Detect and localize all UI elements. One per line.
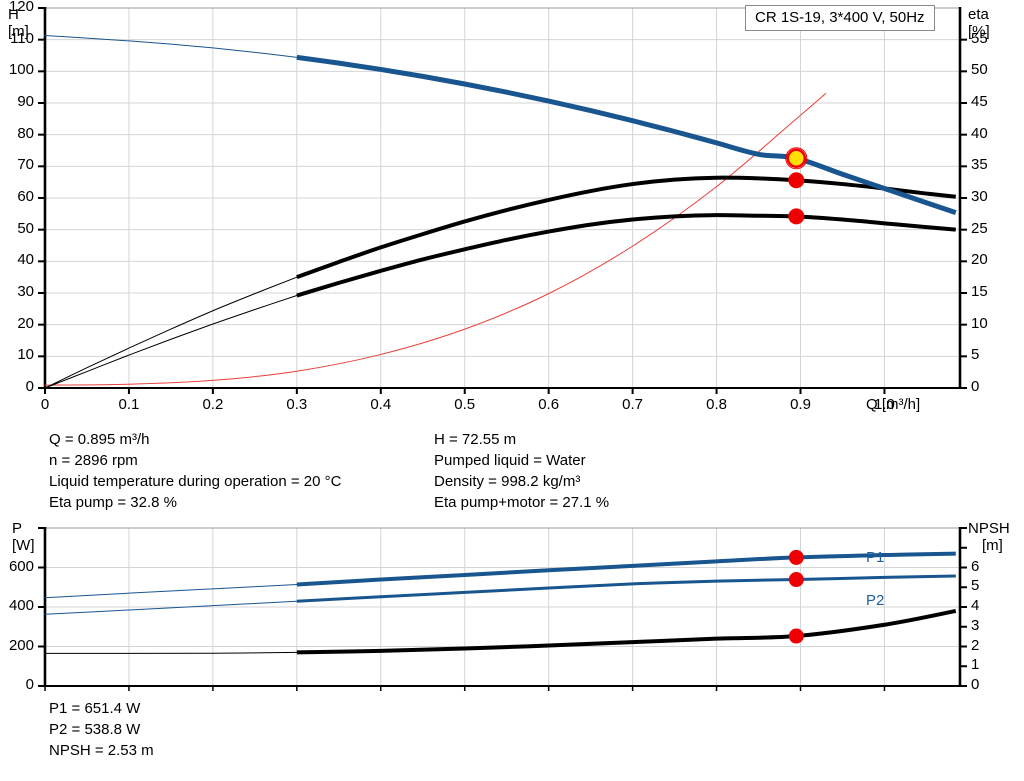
info-npsh: NPSH = 2.53 m (49, 742, 154, 759)
info-head: H = 72.55 m (434, 431, 517, 448)
main-left-axis-unit: [m] (8, 23, 29, 40)
main-right-axis-symbol: eta (968, 6, 989, 23)
lower-right-axis-symbol: NPSH (968, 520, 1010, 537)
lower-y-left-tick-0: 0 (25, 676, 34, 693)
info-p1: P1 = 651.4 W (49, 700, 141, 717)
lower-y-right-tick-4: 4 (971, 597, 980, 614)
lower-left-axis-symbol: P (12, 520, 23, 537)
main-y-left-tick-10: 10 (17, 346, 34, 364)
duty-point-marker-npsh (788, 628, 804, 644)
main-x-tick-5: 0.5 (454, 396, 476, 413)
main-y-right-tick-55: 55 (971, 29, 988, 47)
main-y-right-tick-0: 0 (971, 378, 980, 395)
main-x-tick-3: 0.3 (286, 396, 308, 413)
power-info-block: P1 = 651.4 W P2 = 538.8 W NPSH = 2.53 m (49, 698, 154, 761)
main-y-right-tick-50: 50 (971, 61, 988, 79)
lower-left-axis-unit: [W] (12, 537, 35, 554)
lower-chart-right-axis-title: NPSH [m] (968, 520, 1010, 554)
info-speed: n = 2896 rpm (49, 452, 138, 469)
main-x-tick-8: 0.8 (706, 396, 727, 413)
main-x-tick-9: 0.9 (790, 396, 811, 413)
main-chart-right-axis-title: eta [%] (968, 6, 990, 40)
duty-point-marker-p1 (788, 549, 804, 565)
info-eta-pump: Eta pump = 32.8 % (49, 494, 177, 511)
info-pumped-liquid: Pumped liquid = Water (434, 452, 586, 469)
lower-y-right-tick-6: 6 (971, 557, 980, 575)
lower-y-left-tick-400: 400 (8, 597, 34, 614)
duty-point-info-left: Q = 0.895 m³/h n = 2896 rpm Liquid tempe… (49, 429, 341, 513)
main-y-right-tick-45: 45 (971, 93, 988, 110)
main-y-right-tick-30: 30 (971, 188, 988, 205)
curve-label-p1: P1 (866, 549, 885, 566)
lower-y-right-tick-2: 2 (971, 636, 980, 654)
main-x-tick-4: 0.4 (370, 396, 392, 413)
main-y-right-tick-40: 40 (971, 124, 988, 142)
main-x-tick-7: 0.7 (622, 396, 644, 413)
lower-y-right-tick-3: 3 (971, 616, 980, 634)
main-y-left-tick-50: 50 (17, 219, 34, 237)
main-y-left-tick-20: 20 (17, 314, 34, 332)
info-density: Density = 998.2 kg/m³ (434, 473, 581, 490)
main-y-right-tick-35: 35 (971, 156, 988, 174)
main-x-tick-1: 0.1 (118, 396, 140, 413)
main-y-right-tick-15: 15 (971, 283, 988, 300)
lower-y-left-tick-200: 200 (8, 636, 34, 654)
duty-point-marker-p2 (788, 572, 804, 588)
lower-y-right-tick-0: 0 (971, 676, 980, 693)
main-x-tick-6: 0.6 (538, 396, 560, 413)
main-right-axis-unit: [%] (968, 23, 990, 40)
main-x-tick-10: 1.0 (874, 396, 895, 413)
info-flow: Q = 0.895 m³/h (49, 431, 150, 448)
duty-point-marker (788, 172, 805, 189)
lower-right-axis-unit: [m] (982, 537, 1003, 554)
lower-chart-left-axis-title: P [W] (12, 520, 35, 554)
main-y-right-tick-20: 20 (971, 251, 988, 269)
main-chart-x-axis-title: Q [m³/h] (866, 396, 921, 413)
duty-point-marker (788, 208, 805, 225)
duty-point-info-right: H = 72.55 m Pumped liquid = Water Densit… (434, 429, 609, 513)
main-left-axis-symbol: H (8, 6, 19, 23)
main-y-left-tick-100: 100 (8, 61, 34, 79)
info-liquid-temperature: Liquid temperature during operation = 20… (49, 473, 342, 490)
main-y-left-tick-40: 40 (17, 251, 34, 269)
main-y-right-tick-5: 5 (971, 346, 980, 364)
main-y-left-tick-110: 110 (10, 29, 34, 47)
main-y-left-tick-70: 70 (17, 156, 34, 174)
main-y-left-tick-60: 60 (17, 188, 34, 205)
curve-label-p2: P2 (866, 592, 885, 609)
main-y-left-tick-0: 0 (25, 378, 34, 395)
main-y-left-tick-90: 90 (17, 93, 34, 110)
pump-model-title: CR 1S-19, 3*400 V, 50Hz (745, 5, 935, 31)
main-y-left-tick-30: 30 (17, 283, 34, 300)
lower-y-right-tick-5: 5 (971, 577, 980, 595)
main-y-left-tick-80: 80 (17, 124, 34, 142)
main-y-right-tick-25: 25 (971, 219, 988, 237)
duty-point-marker-head (785, 147, 808, 170)
main-chart-left-axis-title: H [m] (8, 6, 29, 40)
info-p2: P2 = 538.8 W (49, 721, 141, 738)
main-y-right-tick-10: 10 (971, 314, 988, 332)
main-x-tick-2: 0.2 (202, 396, 224, 413)
main-y-left-tick-120: 120 (8, 0, 34, 15)
main-x-tick-0: 0 (40, 396, 50, 413)
info-eta-pump-motor: Eta pump+motor = 27.1 % (434, 494, 610, 511)
lower-y-left-tick-600: 600 (8, 557, 34, 575)
lower-y-right-tick-1: 1 (971, 656, 980, 674)
